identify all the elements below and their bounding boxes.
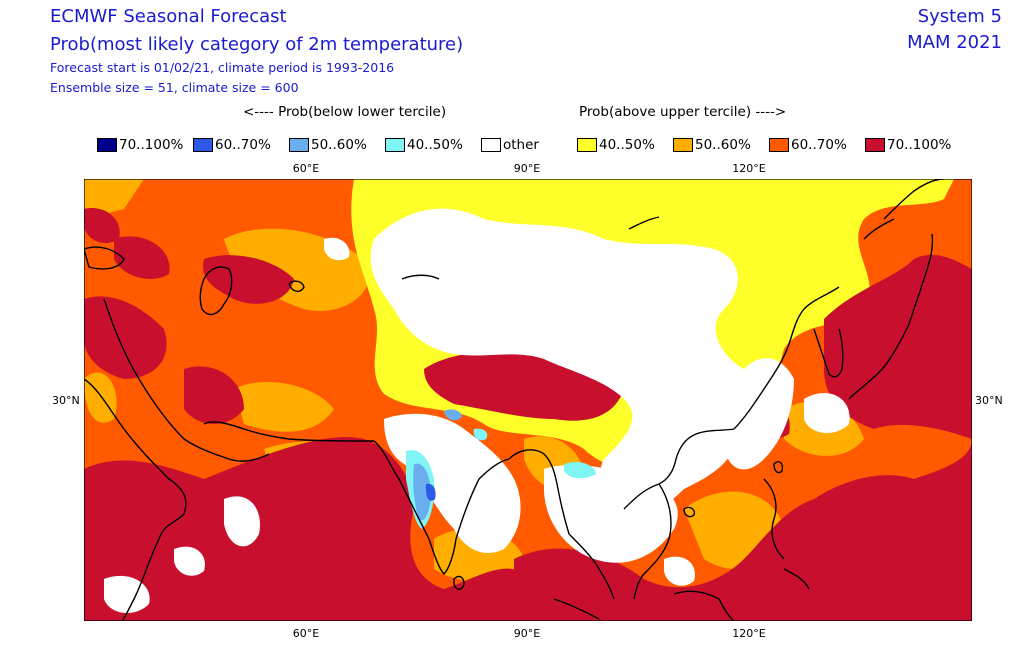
fill-other — [104, 208, 850, 614]
season-label: MAM 2021 — [907, 32, 1002, 53]
system-label: System 5 — [917, 6, 1002, 27]
lon-label-bottom-120e: 120°E — [732, 627, 766, 640]
lat-label-right-30n: 30°N — [975, 394, 1003, 407]
legend-above-header: Prob(above upper tercile) ----> — [579, 104, 787, 120]
lon-label-bottom-60e: 60°E — [292, 627, 320, 640]
legend-label: 70..100% — [887, 137, 952, 153]
legend-label: 50..60% — [695, 137, 751, 153]
legend-swatch — [769, 138, 789, 152]
map-title: ECMWF Seasonal Forecast — [50, 6, 287, 27]
legend-below-header: <---- Prob(below lower tercile) — [243, 104, 447, 120]
legend-swatch — [673, 138, 693, 152]
legend-swatch — [97, 138, 117, 152]
forecast-info: Forecast start is 01/02/21, climate peri… — [50, 60, 395, 75]
legend-swatch — [385, 138, 405, 152]
legend-label: 60..70% — [215, 137, 271, 153]
legend-label: 40..50% — [407, 137, 463, 153]
legend-label: 40..50% — [599, 137, 655, 153]
coastlines — [84, 179, 945, 621]
lon-label-top-60e: 60°E — [292, 162, 320, 175]
lon-label-bottom-90e: 90°E — [513, 627, 541, 640]
legend-swatch — [865, 138, 885, 152]
legend-label: 70..100% — [119, 137, 184, 153]
probability-map — [84, 179, 972, 621]
legend-label: other — [503, 137, 539, 153]
map-subtitle: Prob(most likely category of 2m temperat… — [50, 34, 464, 55]
lon-label-top-120e: 120°E — [732, 162, 766, 175]
lat-label-left-30n: 30°N — [52, 394, 80, 407]
ensemble-info: Ensemble size = 51, climate size = 600 — [50, 80, 299, 95]
lon-label-top-90e: 90°E — [513, 162, 541, 175]
legend-swatch — [481, 138, 501, 152]
legend-swatch — [193, 138, 213, 152]
legend-label: 50..60% — [311, 137, 367, 153]
legend-swatch — [577, 138, 597, 152]
legend-swatch — [289, 138, 309, 152]
fill-below — [406, 409, 596, 529]
legend-label: 60..70% — [791, 137, 847, 153]
